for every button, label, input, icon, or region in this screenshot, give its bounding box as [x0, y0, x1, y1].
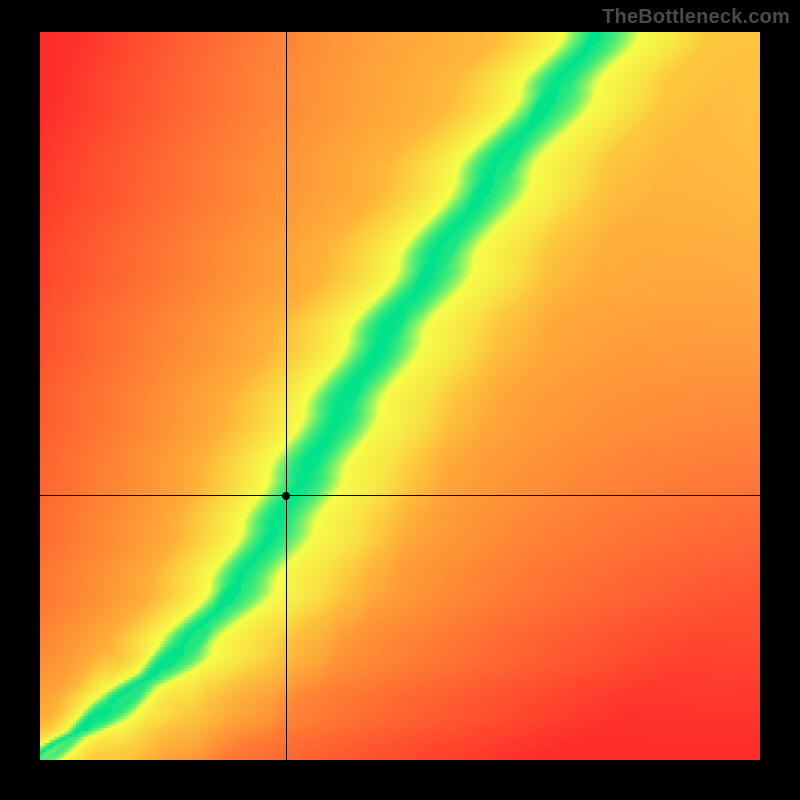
crosshair-vertical	[286, 32, 287, 760]
bottleneck-heatmap	[40, 32, 760, 760]
watermark-text: TheBottleneck.com	[602, 6, 790, 29]
crosshair-marker-dot	[282, 492, 290, 500]
crosshair-horizontal	[40, 495, 760, 496]
